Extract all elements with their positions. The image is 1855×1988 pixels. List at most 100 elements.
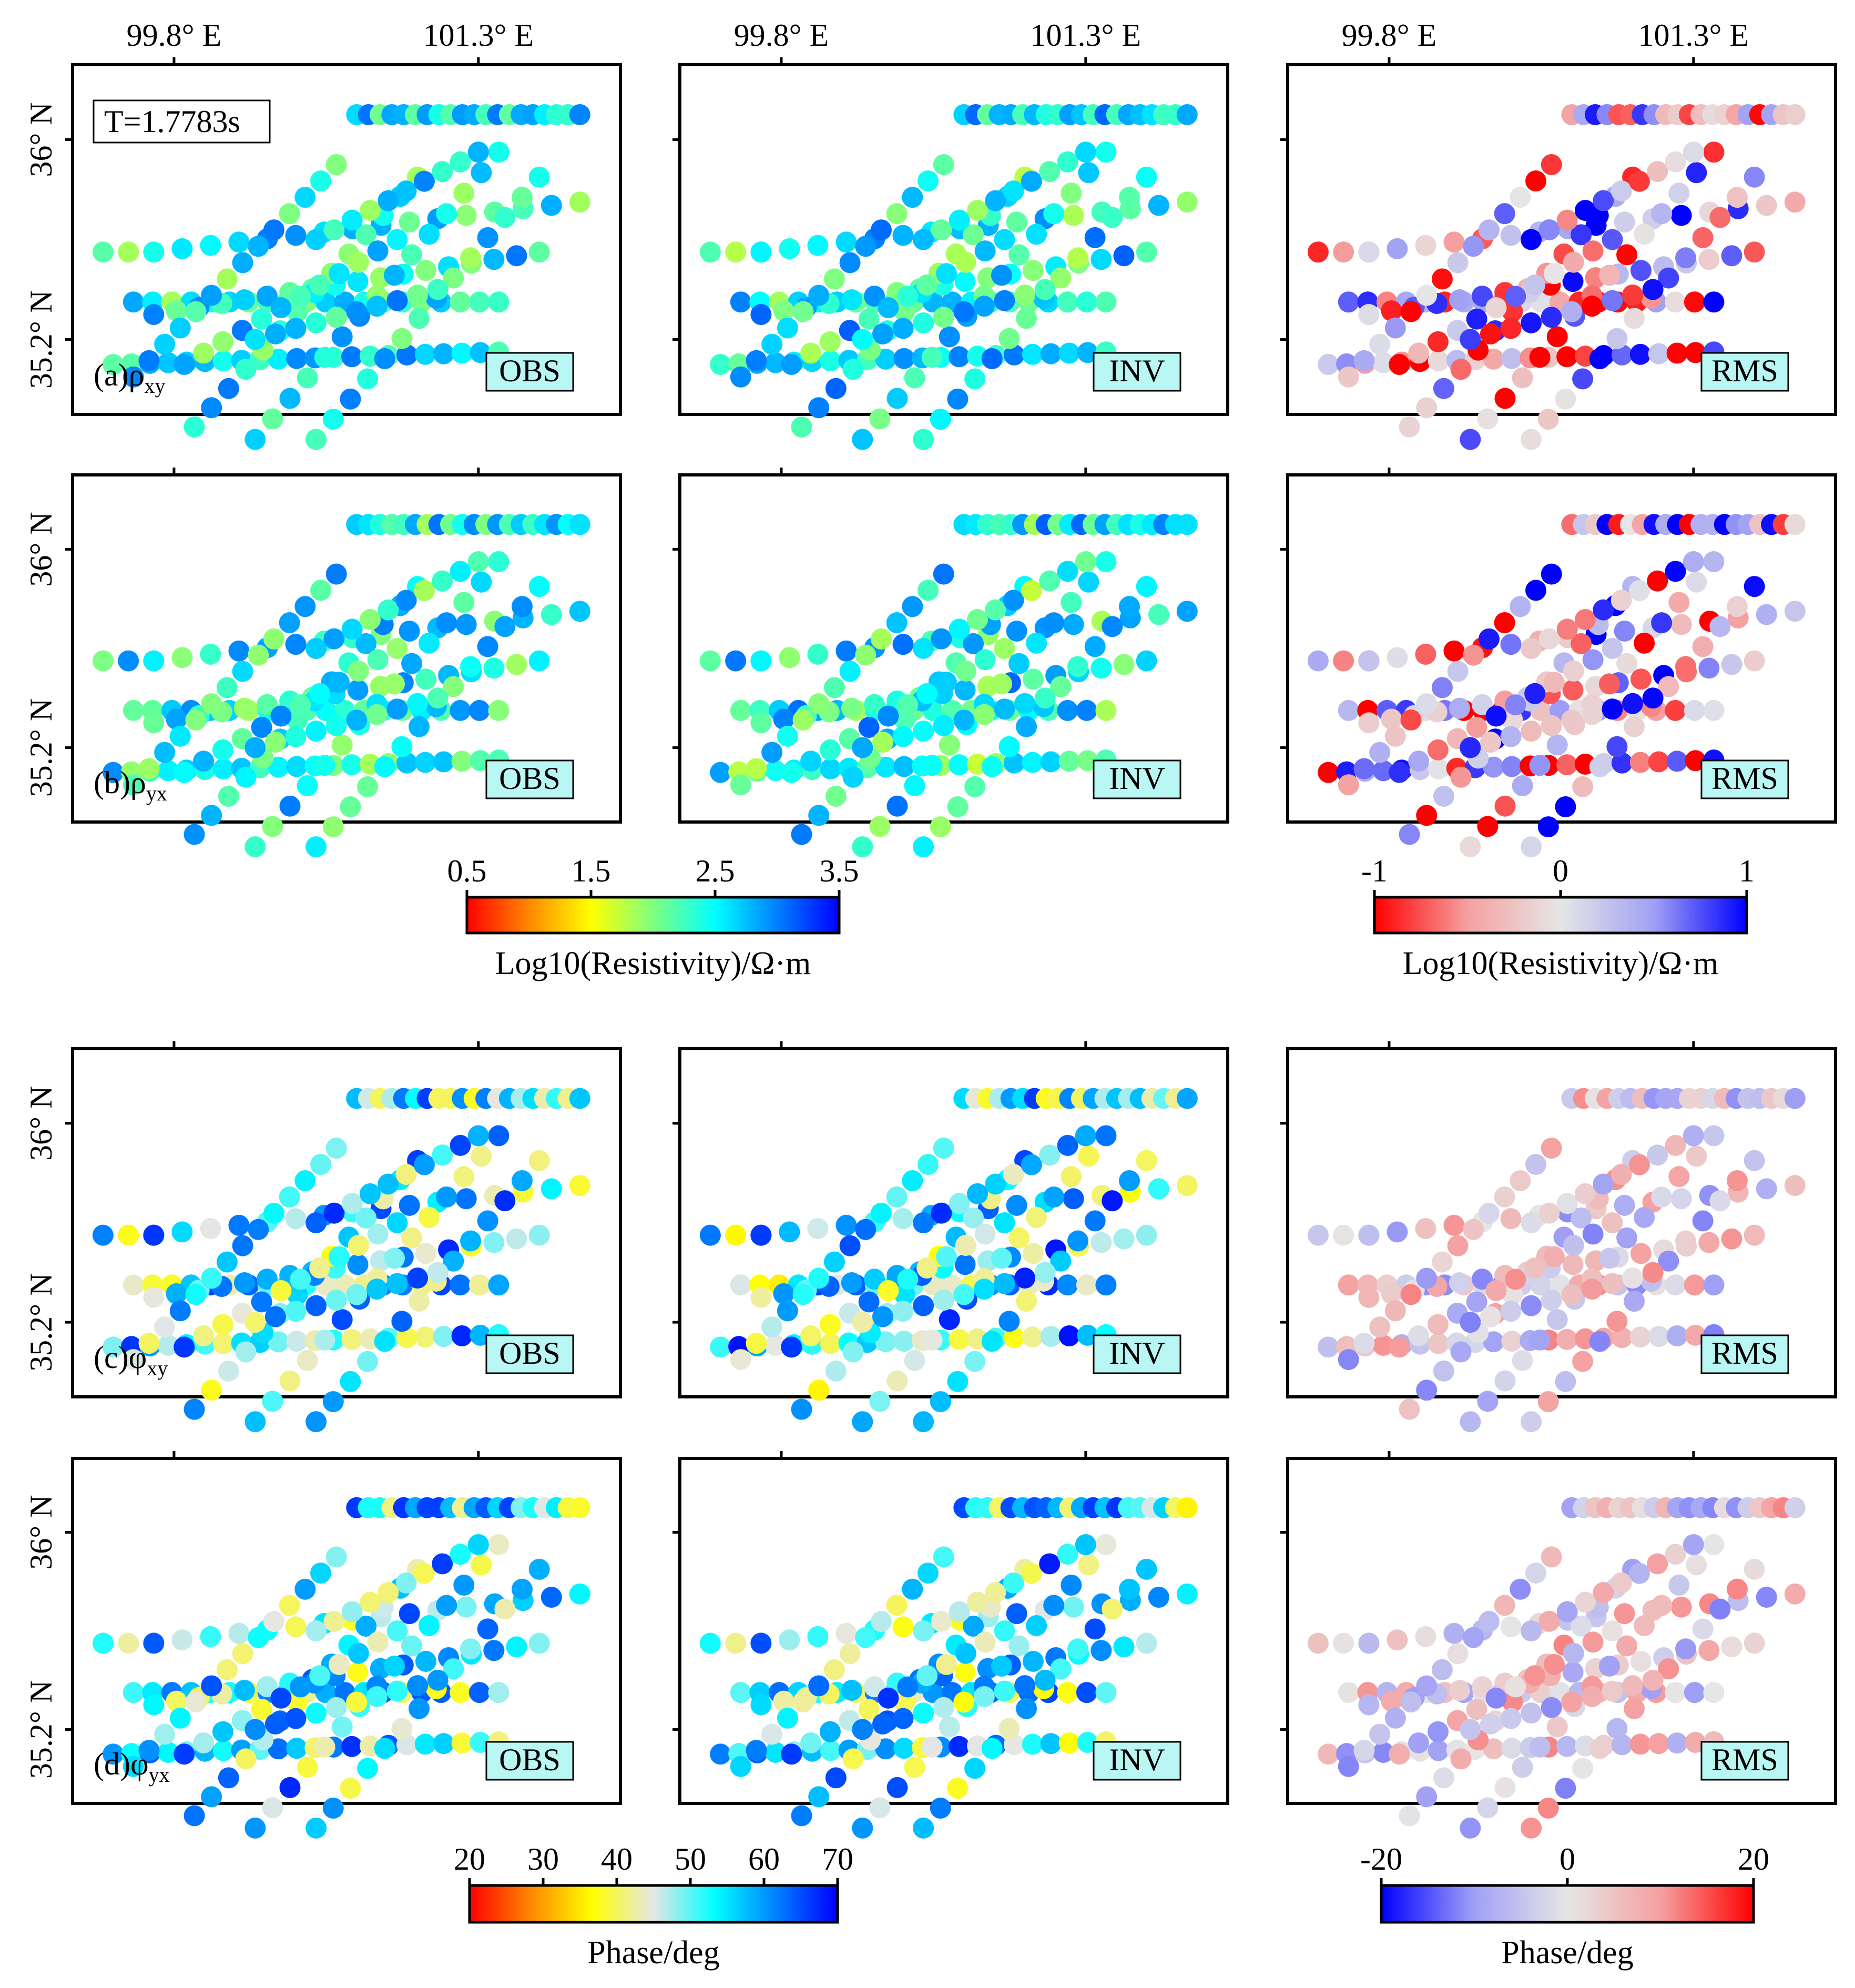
station-marker: [1602, 698, 1623, 720]
station-marker: [792, 709, 814, 731]
station-marker: [963, 633, 984, 654]
station-marker: [1338, 1274, 1359, 1296]
station-marker: [1524, 1257, 1546, 1279]
station-marker: [1021, 1563, 1042, 1584]
station-marker: [257, 286, 278, 307]
station-marker: [1043, 1186, 1065, 1208]
station-marker: [916, 1665, 938, 1687]
station-marker: [407, 1675, 429, 1697]
station-marker: [869, 1797, 891, 1819]
station-marker: [1058, 750, 1080, 772]
station-marker: [875, 348, 896, 370]
station-marker: [355, 1615, 377, 1637]
station-marker: [1670, 614, 1692, 635]
station-marker: [974, 1631, 996, 1653]
station-marker: [1614, 621, 1635, 642]
station-marker: [1061, 182, 1082, 204]
station-marker: [1521, 312, 1542, 333]
station-marker: [286, 1738, 308, 1759]
station-marker: [323, 1610, 345, 1632]
station-marker: [310, 580, 332, 601]
station-marker: [528, 1558, 550, 1580]
station-marker: [825, 1360, 847, 1382]
station-marker: [201, 805, 222, 826]
station-marker: [869, 1391, 891, 1412]
station-marker: [1593, 1582, 1614, 1604]
colorbar-tick-label: 0.5: [447, 854, 487, 888]
station-marker: [1575, 1591, 1596, 1613]
station-markers: [699, 1088, 1198, 1433]
station-marker: [1022, 1733, 1043, 1755]
station-marker: [1546, 1716, 1568, 1738]
station-marker: [1416, 285, 1438, 306]
station-marker: [913, 1620, 934, 1641]
station-marker: [169, 1707, 191, 1729]
station-marker: [257, 1676, 278, 1698]
station-marker: [1358, 1286, 1380, 1308]
panel-c-inv: INV: [672, 1041, 1229, 1433]
station-marker: [913, 1411, 934, 1433]
station-marker: [819, 1721, 841, 1742]
colorbar-gradient: [467, 897, 839, 933]
station-marker: [858, 717, 880, 738]
station-marker: [294, 596, 316, 617]
station-marker: [200, 644, 221, 665]
station-marker: [569, 1088, 590, 1109]
station-marker: [1136, 241, 1157, 263]
station-marker: [169, 725, 191, 747]
station-marker: [1176, 1583, 1198, 1605]
station-marker: [1034, 1669, 1056, 1691]
station-marker: [761, 1316, 783, 1338]
station-marker: [1756, 1178, 1777, 1200]
station-marker: [201, 397, 222, 419]
station-marker: [244, 836, 266, 858]
station-marker: [1606, 1311, 1628, 1332]
station-marker: [842, 359, 864, 380]
station-marker: [1358, 1632, 1380, 1654]
station-marker: [1369, 1316, 1391, 1338]
station-marker: [123, 1349, 144, 1371]
station-marker: [1709, 1598, 1731, 1620]
station-marker: [1546, 734, 1568, 756]
column-tag-label: OBS: [499, 761, 560, 796]
station-marker: [193, 750, 215, 772]
station-marker: [460, 1638, 482, 1660]
station-marker: [1651, 1595, 1673, 1616]
station-marker: [1387, 647, 1408, 668]
station-marker: [773, 1283, 794, 1304]
colorbar-res-value: 0.5 1.5 2.5 3.5 Log10(Resistivity)/Ω·m: [447, 854, 859, 981]
station-marker: [839, 1643, 861, 1665]
station-marker: [1478, 1202, 1500, 1224]
station-marker: [1400, 709, 1422, 731]
station-marker: [1358, 1694, 1380, 1716]
station-marker: [1546, 1309, 1568, 1331]
station-marker: [314, 1736, 335, 1758]
station-marker: [184, 1398, 205, 1420]
station-marker: [998, 1718, 1020, 1739]
station-marker: [730, 1682, 751, 1703]
station-marker: [1598, 1247, 1620, 1269]
station-marker: [451, 342, 473, 364]
station-marker: [1606, 1718, 1628, 1739]
station-marker: [218, 786, 239, 807]
station-marker: [268, 348, 289, 370]
station-marker: [232, 661, 253, 682]
station-marker: [1581, 296, 1603, 317]
station-marker: [852, 737, 873, 758]
station-marker: [1057, 1134, 1078, 1156]
station-marker: [1014, 1267, 1036, 1289]
station-marker: [1415, 1626, 1436, 1647]
station-marker: [1556, 1328, 1578, 1350]
station-marker: [808, 693, 830, 715]
station-marker: [1582, 1223, 1604, 1245]
station-marker: [374, 1738, 395, 1759]
station-marker: [1670, 1596, 1692, 1618]
station-marker: [1428, 758, 1449, 779]
station-marker: [251, 1291, 272, 1313]
station-marker: [494, 207, 516, 228]
station-marker: [1058, 1732, 1080, 1754]
station-marker: [415, 1243, 436, 1264]
station-marker: [1692, 1618, 1714, 1640]
station-marker: [200, 1218, 221, 1240]
colorbar-tick-label: -20: [1360, 1842, 1402, 1877]
